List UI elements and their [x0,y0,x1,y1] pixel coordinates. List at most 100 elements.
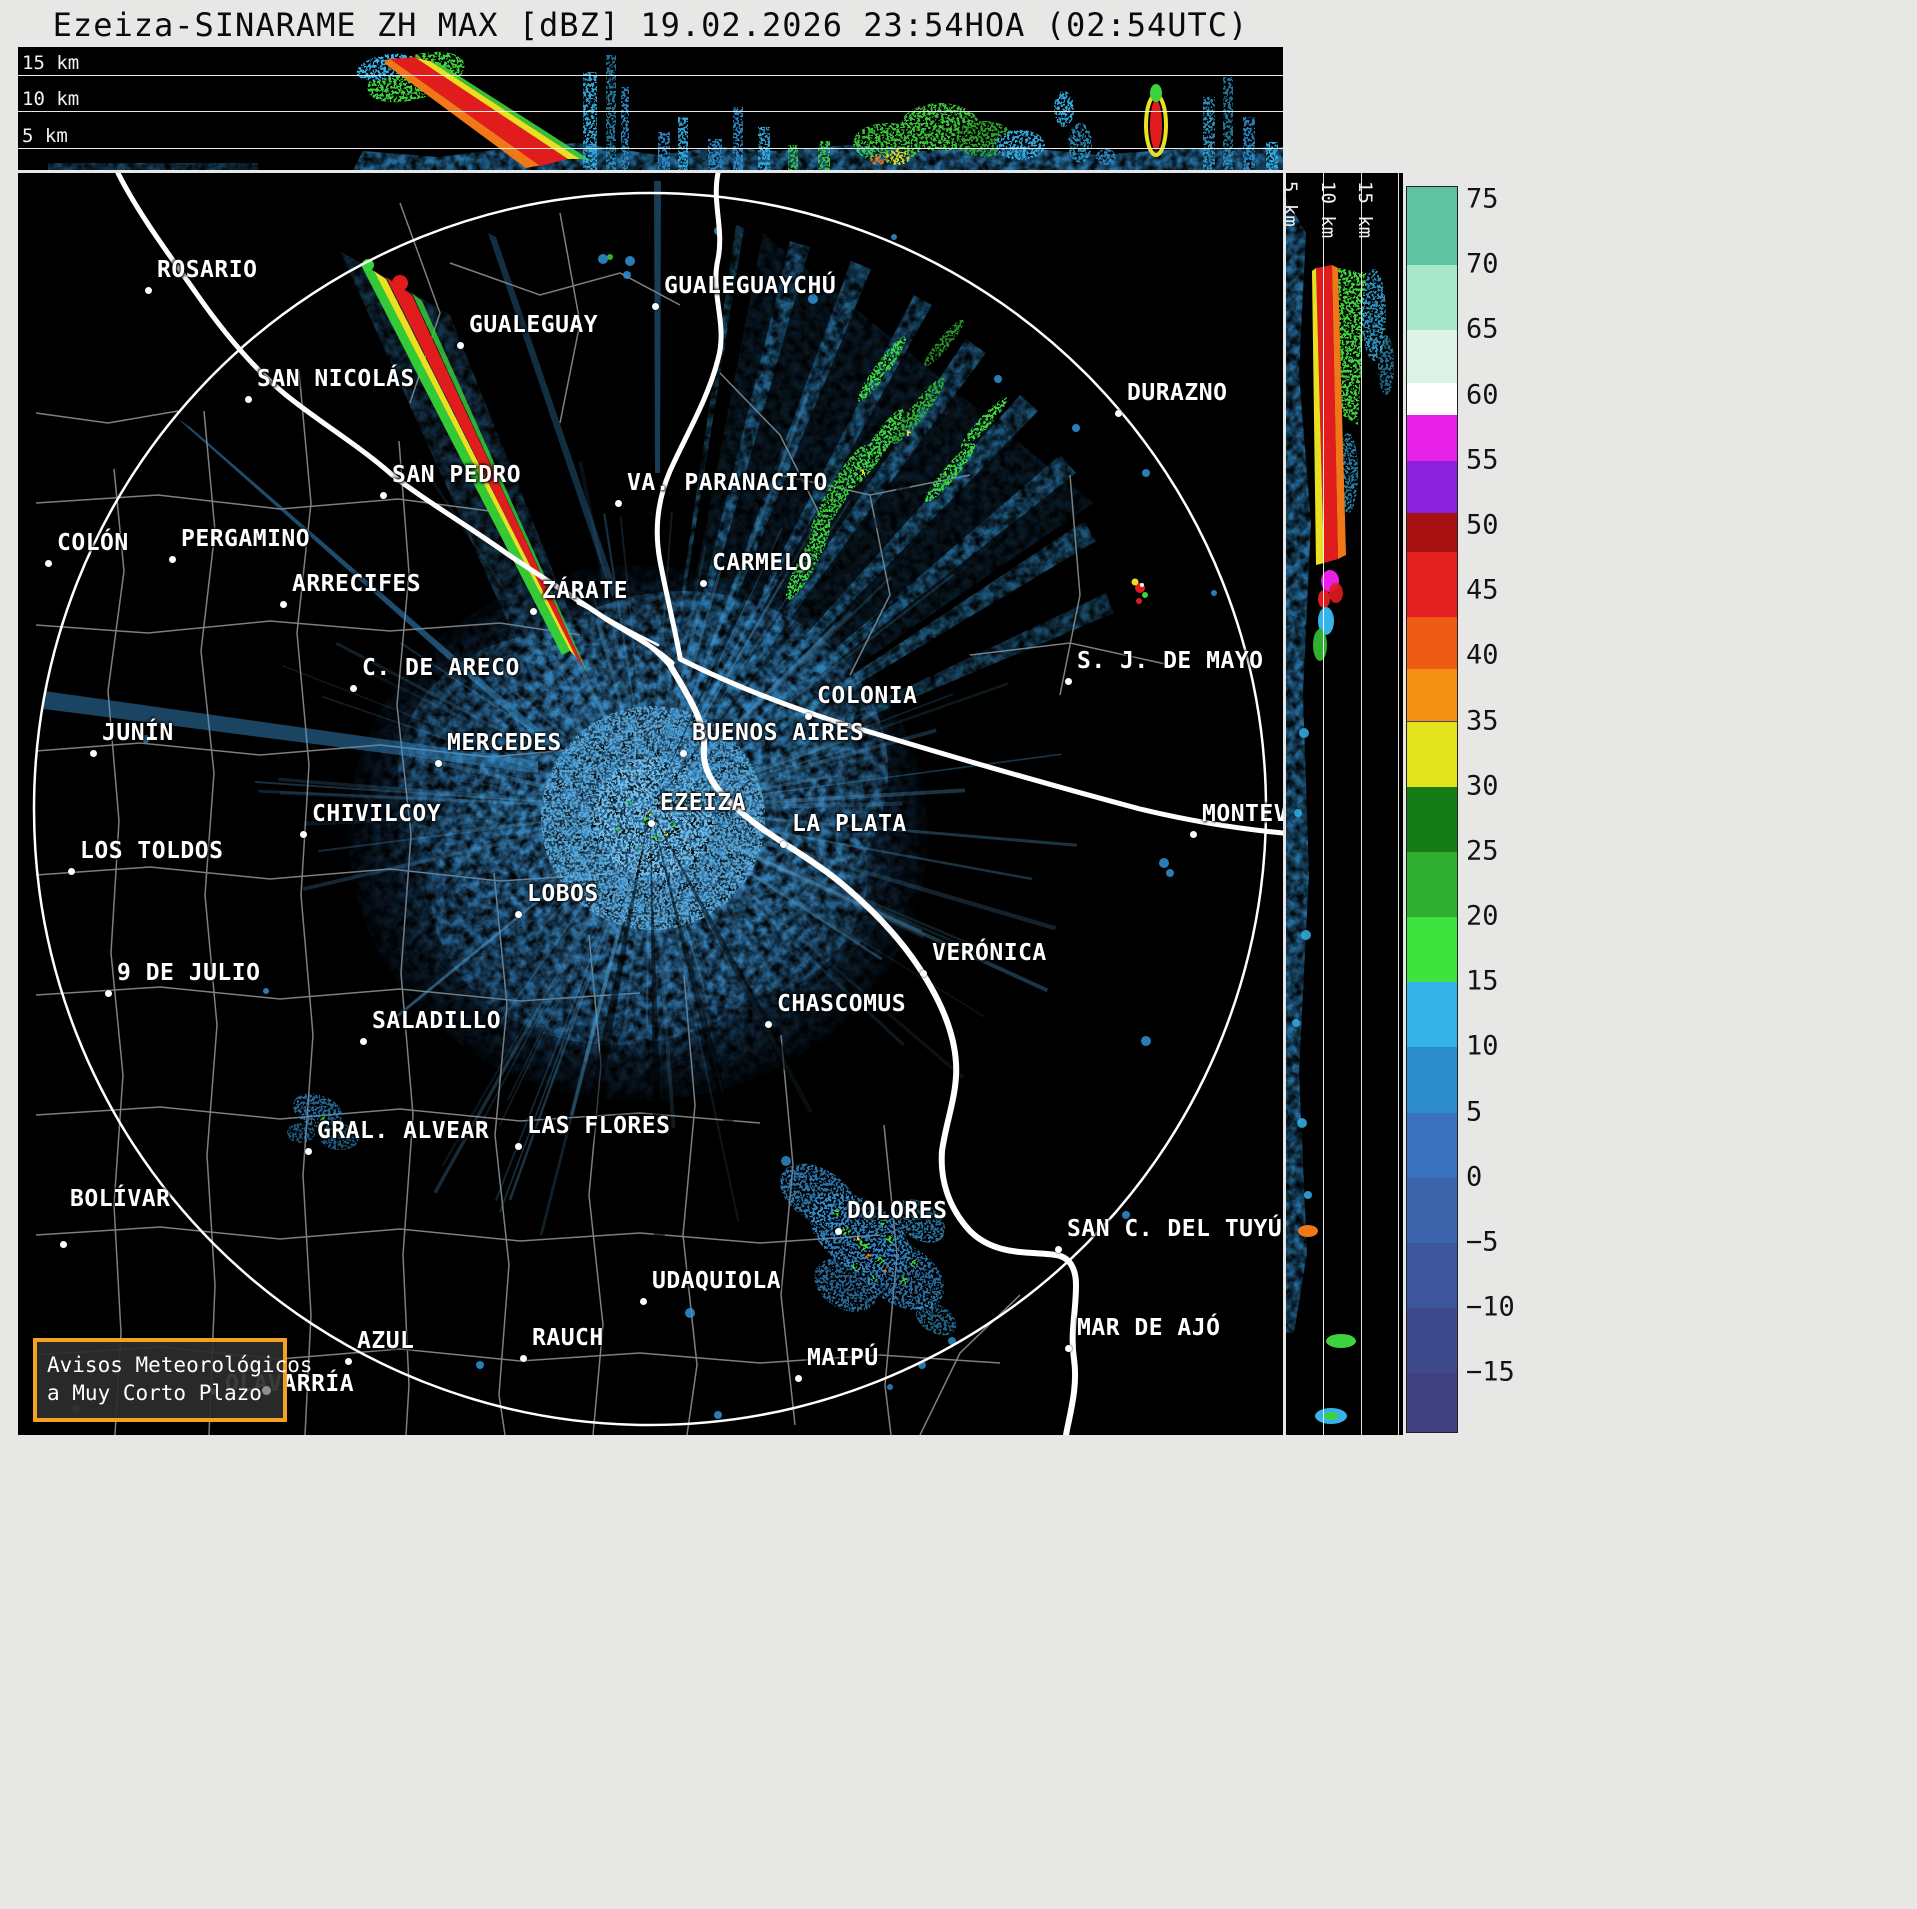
city-label: GUALEGUAYCHÚ [664,273,837,299]
altitude-gridline [1398,173,1399,1435]
city-dot [244,395,252,403]
altitude-gridline [18,75,1283,76]
colorbar-label: −15 [1466,1356,1515,1388]
radar-map-graphics [32,173,1283,1435]
city-label: CARMELO [712,550,813,576]
map-dot-behind-box [262,1386,271,1395]
city-dot [304,1147,312,1155]
colorbar-band [1407,1373,1457,1432]
city-label: BOLÍVAR [70,1186,171,1212]
city-label: S. J. DE MAYO [1077,648,1264,674]
city-dot [434,759,442,767]
city-label: ARRECIFES [292,571,422,597]
city-label: LAS FLORES [527,1113,671,1139]
colorbar-band [1407,265,1457,331]
colorbar-label: 25 [1466,835,1499,867]
colorbar-label: 50 [1466,509,1499,541]
footer: Servicio Meteorológico Nacional Argentin… [0,1436,1917,1909]
city-dot [104,989,112,997]
colorbar-label: 55 [1466,444,1499,476]
colorbar-label: 5 [1466,1096,1483,1128]
city-label: MERCEDES [447,730,562,756]
city-dot [59,1240,67,1248]
colorbar-band [1407,617,1457,670]
warning-line-2: a Muy Corto Plazo [47,1381,262,1405]
city-label: CHASCOMUS [777,991,907,1017]
main-radar-panel: ROSARIO GUALEGUAYCHÚ GUALEGUAY SAN NICOLÁS D… [18,173,1283,1435]
colorbar-band [1407,1177,1457,1243]
colorbar-band [1407,1308,1457,1374]
city-dot [299,830,307,838]
city-dot [168,555,176,563]
city-label: VA. PARANACITO [627,470,828,496]
city-dot [359,1037,367,1045]
city-label: ZÁRATE [542,578,629,604]
city-label: 9 DE JULIO [117,960,261,986]
colorbar-band [1407,415,1457,461]
interference-spike-nw [44,181,661,773]
colorbar-band [1407,851,1457,918]
colorbar-band [1407,512,1457,553]
city-label: SALADILLO [372,1008,502,1034]
colorbar-band [1407,187,1457,266]
city-label: PERGAMINO [181,526,311,552]
warning-line-1: Avisos Meteorológicos [47,1353,313,1377]
colorbar-band [1407,382,1457,416]
city-dot [764,1020,772,1028]
altitude-label: 15 km [1354,181,1376,239]
storm-cells-se [779,1156,957,1390]
city-label: LOS TOLDOS [80,838,224,864]
colorbar-label: −5 [1466,1226,1499,1258]
altitude-gridline [1323,173,1324,1435]
city-label: COLÓN [57,530,129,556]
colorbar-label: 75 [1466,183,1499,215]
city-dot [89,749,97,757]
colorbar-label: 40 [1466,639,1499,671]
dbz-colorbar-labels: 75 70 65 60 55 50 45 40 35 30 25 20 15 10 5 0 −5 −10 −15 [1466,183,1556,1431]
colorbar-band [1407,1112,1457,1178]
city-dot [519,1354,527,1362]
city-label: LOBOS [527,881,599,907]
colorbar-label: 10 [1466,1030,1499,1062]
city-label: SAN PEDRO [392,462,522,488]
city-label: GUALEGUAY [469,312,599,338]
city-label: C. DE ARECO [362,655,520,681]
city-label: DOLORES [847,1198,948,1224]
city-label: LA PLATA [792,811,907,837]
city-dot [919,969,927,977]
city-dot [67,867,75,875]
colorbar-label: −10 [1466,1291,1515,1323]
city-label: RAUCH [532,1325,604,1351]
colorbar-band [1407,1242,1457,1309]
colorbar-band [1407,1047,1457,1113]
city-label: VERÓNICA [932,940,1047,966]
isolated-echo-dots [72,227,1217,1419]
colorbar-label: 35 [1466,705,1499,736]
city-dot [1054,1245,1062,1253]
city-label: SAN C. DEL TUYÚ [1067,1216,1283,1242]
city-dot [834,1227,842,1235]
radial-clutter-streaks [254,392,1078,1236]
hail-cell-east [1131,578,1148,604]
altitude-gridline [1361,173,1362,1435]
city-label: MAR DE AJÓ [1077,1315,1221,1341]
city-dot [1064,1344,1072,1352]
city-dot [699,579,707,587]
city-dot [651,302,659,310]
colorbar-band [1407,917,1457,983]
altitude-gridline [18,148,1283,149]
city-dot [514,910,522,918]
city-dot [1114,409,1122,417]
right-cross-section: 5 km 10 km 15 km [1286,173,1403,1435]
city-dot [379,491,387,499]
top-cross-section: 15 km 10 km 5 km [18,47,1283,170]
colorbar-band [1407,330,1457,383]
colorbar-label: 20 [1466,900,1499,932]
radar-range-circle [32,191,1268,1427]
colorbar-label: 15 [1466,965,1499,997]
city-dot [349,684,357,692]
colorbar-band [1407,786,1457,852]
city-label: GRAL. ALVEAR [317,1118,490,1144]
colorbar-band [1407,669,1457,722]
